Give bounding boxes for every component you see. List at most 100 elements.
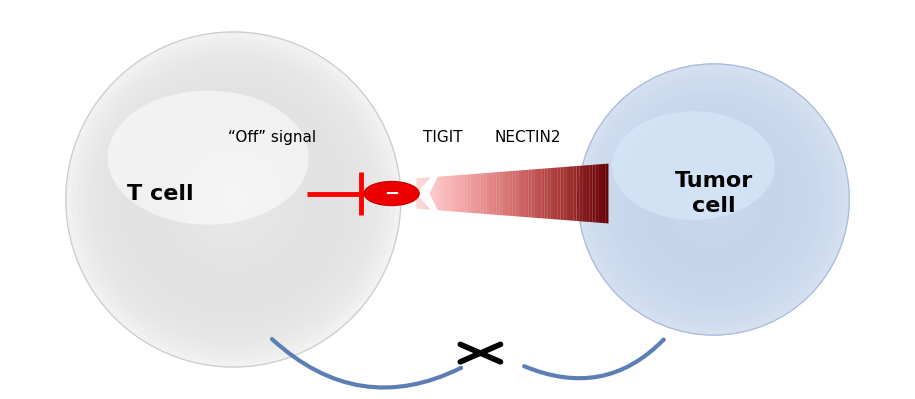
- Polygon shape: [442, 176, 446, 211]
- Polygon shape: [480, 173, 483, 214]
- Ellipse shape: [211, 177, 255, 222]
- Ellipse shape: [199, 166, 267, 233]
- Polygon shape: [419, 178, 423, 209]
- Polygon shape: [538, 169, 541, 218]
- Ellipse shape: [605, 91, 823, 308]
- Ellipse shape: [584, 69, 844, 330]
- Ellipse shape: [71, 38, 395, 361]
- Polygon shape: [416, 178, 419, 209]
- Ellipse shape: [172, 138, 295, 261]
- Polygon shape: [503, 172, 506, 215]
- Ellipse shape: [194, 160, 273, 239]
- Ellipse shape: [621, 107, 806, 292]
- Text: T cell: T cell: [127, 184, 193, 203]
- Ellipse shape: [612, 111, 775, 220]
- Polygon shape: [478, 174, 480, 213]
- Polygon shape: [519, 170, 522, 217]
- Ellipse shape: [595, 80, 833, 319]
- Ellipse shape: [217, 183, 250, 216]
- Polygon shape: [436, 177, 439, 210]
- Polygon shape: [426, 178, 429, 209]
- Polygon shape: [570, 166, 573, 221]
- Ellipse shape: [66, 32, 401, 367]
- Ellipse shape: [167, 132, 300, 267]
- Ellipse shape: [703, 189, 725, 210]
- Ellipse shape: [144, 110, 323, 289]
- Ellipse shape: [671, 156, 757, 243]
- Ellipse shape: [108, 91, 308, 225]
- Text: Tumor
cell: Tumor cell: [674, 171, 753, 216]
- Polygon shape: [455, 175, 458, 212]
- Ellipse shape: [697, 183, 730, 216]
- Ellipse shape: [205, 172, 262, 227]
- Polygon shape: [493, 172, 496, 215]
- Text: “Off” signal: “Off” signal: [228, 130, 316, 145]
- Polygon shape: [448, 176, 452, 211]
- Ellipse shape: [681, 167, 747, 232]
- Ellipse shape: [708, 194, 719, 205]
- Polygon shape: [474, 174, 478, 213]
- Polygon shape: [580, 166, 583, 221]
- Ellipse shape: [116, 82, 350, 317]
- Ellipse shape: [599, 85, 828, 314]
- Polygon shape: [483, 173, 487, 214]
- Polygon shape: [465, 174, 468, 213]
- Polygon shape: [534, 169, 538, 218]
- Polygon shape: [589, 165, 593, 222]
- Polygon shape: [458, 175, 461, 212]
- Polygon shape: [564, 167, 567, 220]
- Polygon shape: [439, 176, 442, 211]
- Ellipse shape: [77, 43, 390, 356]
- Ellipse shape: [111, 77, 356, 322]
- Polygon shape: [557, 167, 560, 220]
- Polygon shape: [416, 160, 446, 227]
- Ellipse shape: [686, 172, 741, 227]
- FancyArrowPatch shape: [524, 340, 663, 378]
- Ellipse shape: [99, 65, 368, 334]
- Ellipse shape: [578, 64, 849, 335]
- Ellipse shape: [93, 60, 373, 339]
- Ellipse shape: [654, 140, 773, 259]
- Ellipse shape: [156, 121, 311, 278]
- Polygon shape: [496, 172, 500, 215]
- Ellipse shape: [183, 149, 284, 250]
- Polygon shape: [583, 165, 587, 222]
- Polygon shape: [560, 167, 564, 220]
- Ellipse shape: [228, 194, 239, 205]
- Ellipse shape: [133, 99, 334, 300]
- Ellipse shape: [610, 97, 817, 302]
- Ellipse shape: [178, 144, 289, 255]
- Ellipse shape: [161, 127, 306, 272]
- Polygon shape: [532, 169, 534, 218]
- Polygon shape: [446, 176, 448, 211]
- Ellipse shape: [665, 151, 762, 248]
- Polygon shape: [461, 175, 465, 212]
- Polygon shape: [567, 166, 570, 221]
- Polygon shape: [551, 168, 554, 219]
- Ellipse shape: [660, 145, 768, 254]
- Ellipse shape: [149, 116, 318, 283]
- Ellipse shape: [643, 129, 784, 270]
- Polygon shape: [576, 166, 580, 221]
- Ellipse shape: [105, 71, 361, 328]
- Polygon shape: [509, 171, 512, 216]
- Ellipse shape: [675, 162, 752, 237]
- Polygon shape: [506, 171, 509, 216]
- FancyArrowPatch shape: [272, 339, 461, 387]
- Ellipse shape: [188, 155, 278, 244]
- Polygon shape: [541, 168, 544, 219]
- Ellipse shape: [66, 32, 401, 367]
- Polygon shape: [500, 172, 503, 215]
- Ellipse shape: [578, 64, 849, 335]
- Polygon shape: [587, 165, 589, 222]
- Ellipse shape: [82, 49, 384, 350]
- Ellipse shape: [616, 102, 812, 297]
- Polygon shape: [468, 174, 471, 213]
- Polygon shape: [544, 168, 547, 219]
- Ellipse shape: [138, 105, 328, 294]
- Polygon shape: [490, 172, 493, 215]
- Polygon shape: [547, 168, 551, 219]
- Polygon shape: [593, 164, 596, 223]
- Polygon shape: [573, 166, 576, 221]
- Text: −: −: [384, 184, 399, 203]
